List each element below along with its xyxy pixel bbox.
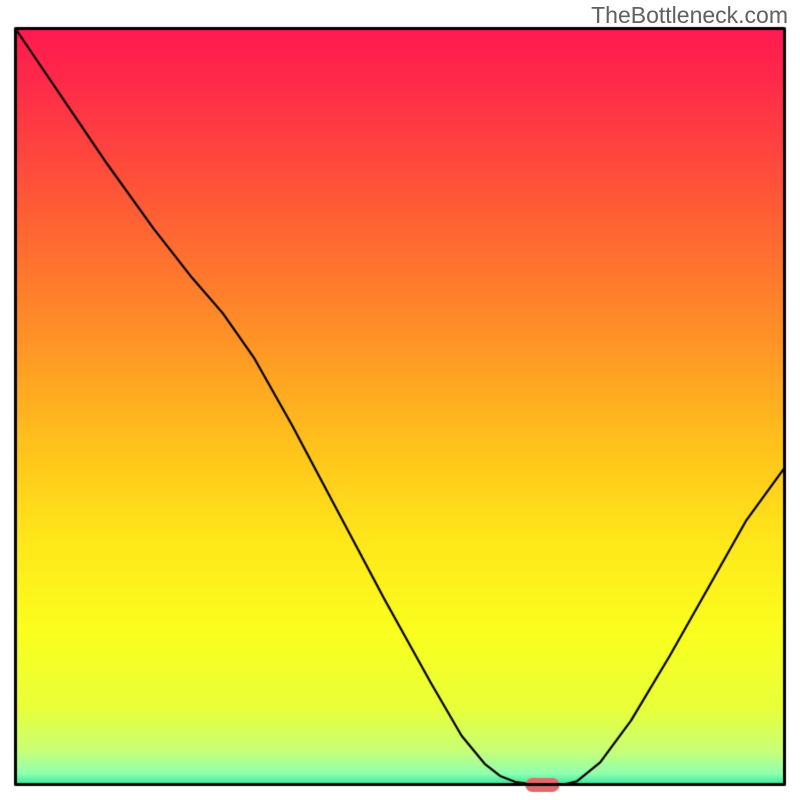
chart-container: TheBottleneck.com — [0, 0, 800, 800]
bottleneck-chart — [0, 0, 800, 800]
watermark-text: TheBottleneck.com — [591, 2, 788, 29]
